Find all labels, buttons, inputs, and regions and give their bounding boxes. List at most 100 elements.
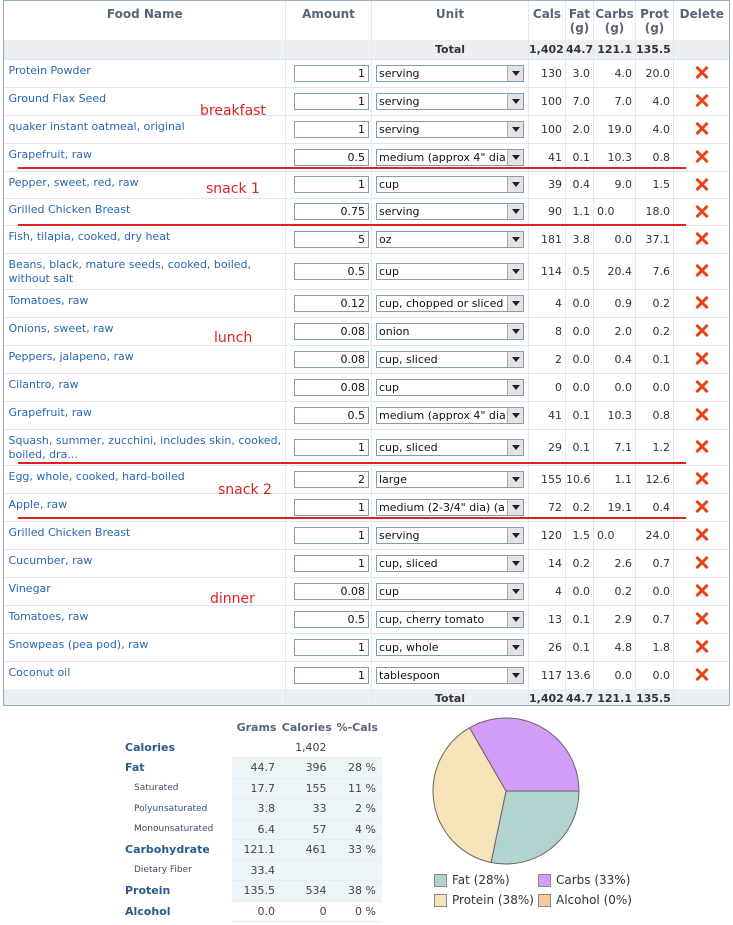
chevron-down-icon[interactable] (507, 295, 523, 311)
amount-input[interactable]: 1 (294, 554, 369, 572)
amount-input[interactable]: 0.5 (294, 262, 369, 280)
food-name-link[interactable]: Grilled Chicken Breast (8, 525, 131, 539)
food-name-link[interactable]: Grapefruit, raw (8, 147, 93, 161)
food-name-link[interactable]: Grilled Chicken Breast (8, 202, 131, 216)
delete-x-icon[interactable] (695, 668, 709, 682)
unit-select[interactable]: serving (376, 203, 524, 220)
unit-select[interactable]: cup (376, 176, 524, 193)
amount-input[interactable]: 1 (294, 92, 369, 110)
unit-select[interactable]: medium (2-3/4" dia) (a (376, 498, 524, 516)
unit-select[interactable]: medium (approx 4" dia (376, 406, 524, 424)
delete-x-icon[interactable] (695, 556, 709, 570)
chevron-down-icon[interactable] (507, 65, 523, 81)
unit-select[interactable]: cup, sliced (376, 554, 524, 572)
food-name-link[interactable]: Apple, raw (8, 497, 68, 511)
delete-x-icon[interactable] (695, 324, 709, 338)
food-name-link[interactable]: Peppers, jalapeno, raw (8, 349, 134, 363)
food-name-link[interactable]: Vinegar (8, 581, 51, 595)
amount-input[interactable]: 1 (294, 438, 369, 456)
delete-x-icon[interactable] (695, 584, 709, 598)
food-name-link[interactable]: Onions, sweet, raw (8, 321, 114, 335)
amount-input[interactable]: 0.08 (294, 322, 369, 340)
food-name-link[interactable]: Cucumber, raw (8, 553, 93, 567)
unit-select[interactable]: oz (376, 230, 524, 248)
chevron-down-icon[interactable] (507, 407, 523, 423)
unit-select[interactable]: large (376, 470, 524, 488)
amount-input[interactable]: 1 (294, 64, 369, 82)
delete-x-icon[interactable] (695, 500, 709, 514)
unit-select[interactable]: cup (376, 262, 524, 280)
food-name-link[interactable]: Squash, summer, zucchini, includes skin,… (8, 433, 282, 461)
chevron-down-icon[interactable] (507, 527, 523, 543)
chevron-down-icon[interactable] (507, 177, 523, 192)
chevron-down-icon[interactable] (507, 439, 523, 455)
delete-x-icon[interactable] (695, 352, 709, 366)
delete-x-icon[interactable] (695, 408, 709, 422)
chevron-down-icon[interactable] (507, 351, 523, 367)
chevron-down-icon[interactable] (507, 204, 523, 219)
chevron-down-icon[interactable] (507, 583, 523, 599)
delete-x-icon[interactable] (695, 612, 709, 626)
chevron-down-icon[interactable] (507, 93, 523, 109)
unit-select[interactable]: cup, sliced (376, 438, 524, 456)
chevron-down-icon[interactable] (507, 323, 523, 339)
amount-input[interactable]: 1 (294, 666, 369, 684)
amount-input[interactable]: 1 (294, 526, 369, 544)
unit-select[interactable]: serving (376, 92, 524, 110)
delete-x-icon[interactable] (695, 640, 709, 654)
delete-x-icon[interactable] (695, 264, 709, 278)
amount-input[interactable]: 0.08 (294, 350, 369, 368)
amount-input[interactable]: 1 (294, 120, 369, 138)
chevron-down-icon[interactable] (507, 471, 523, 487)
chevron-down-icon[interactable] (507, 121, 523, 137)
food-name-link[interactable]: Pepper, sweet, red, raw (8, 175, 139, 189)
delete-x-icon[interactable] (695, 66, 709, 80)
delete-x-icon[interactable] (695, 205, 709, 219)
delete-x-icon[interactable] (695, 150, 709, 164)
unit-select[interactable]: cup, sliced (376, 350, 524, 368)
food-name-link[interactable]: Ground Flax Seed (8, 91, 107, 105)
food-name-link[interactable]: Egg, whole, cooked, hard-boiled (8, 469, 185, 483)
delete-x-icon[interactable] (695, 232, 709, 246)
chevron-down-icon[interactable] (507, 611, 523, 627)
amount-input[interactable]: 0.08 (294, 582, 369, 600)
unit-select[interactable]: onion (376, 322, 524, 340)
unit-select[interactable]: serving (376, 526, 524, 544)
amount-input[interactable]: 2 (294, 470, 369, 488)
amount-input[interactable]: 0.5 (294, 610, 369, 628)
delete-x-icon[interactable] (695, 94, 709, 108)
food-name-link[interactable]: Fish, tilapia, cooked, dry heat (8, 229, 171, 243)
amount-input[interactable]: 0.75 (294, 203, 369, 220)
chevron-down-icon[interactable] (507, 639, 523, 655)
amount-input[interactable]: 0.12 (294, 294, 369, 312)
delete-x-icon[interactable] (695, 472, 709, 486)
amount-input[interactable]: 1 (294, 176, 369, 193)
food-name-link[interactable]: Protein Powder (8, 63, 91, 77)
food-name-link[interactable]: Cilantro, raw (8, 377, 79, 391)
chevron-down-icon[interactable] (507, 499, 523, 515)
food-name-link[interactable]: Beans, black, mature seeds, cooked, boil… (8, 257, 252, 285)
chevron-down-icon[interactable] (507, 379, 523, 395)
amount-input[interactable]: 1 (294, 638, 369, 656)
amount-input[interactable]: 0.5 (294, 148, 369, 166)
food-name-link[interactable]: Tomatoes, raw (8, 609, 89, 623)
unit-select[interactable]: medium (approx 4" dia (376, 148, 524, 166)
food-name-link[interactable]: quaker instant oatmeal, original (8, 119, 185, 133)
amount-input[interactable]: 0.5 (294, 406, 369, 424)
food-name-link[interactable]: Snowpeas (pea pod), raw (8, 637, 149, 651)
unit-select[interactable]: cup, cherry tomato (376, 610, 524, 628)
food-name-link[interactable]: Grapefruit, raw (8, 405, 93, 419)
chevron-down-icon[interactable] (507, 667, 523, 683)
delete-x-icon[interactable] (695, 380, 709, 394)
unit-select[interactable]: cup, whole (376, 638, 524, 656)
unit-select[interactable]: serving (376, 120, 524, 138)
unit-select[interactable]: cup, chopped or sliced (376, 294, 524, 312)
delete-x-icon[interactable] (695, 178, 709, 192)
amount-input[interactable]: 5 (294, 230, 369, 248)
unit-select[interactable]: cup (376, 582, 524, 600)
chevron-down-icon[interactable] (507, 149, 523, 165)
unit-select[interactable]: cup (376, 378, 524, 396)
chevron-down-icon[interactable] (507, 263, 523, 279)
food-name-link[interactable]: Coconut oil (8, 665, 71, 679)
delete-x-icon[interactable] (695, 122, 709, 136)
